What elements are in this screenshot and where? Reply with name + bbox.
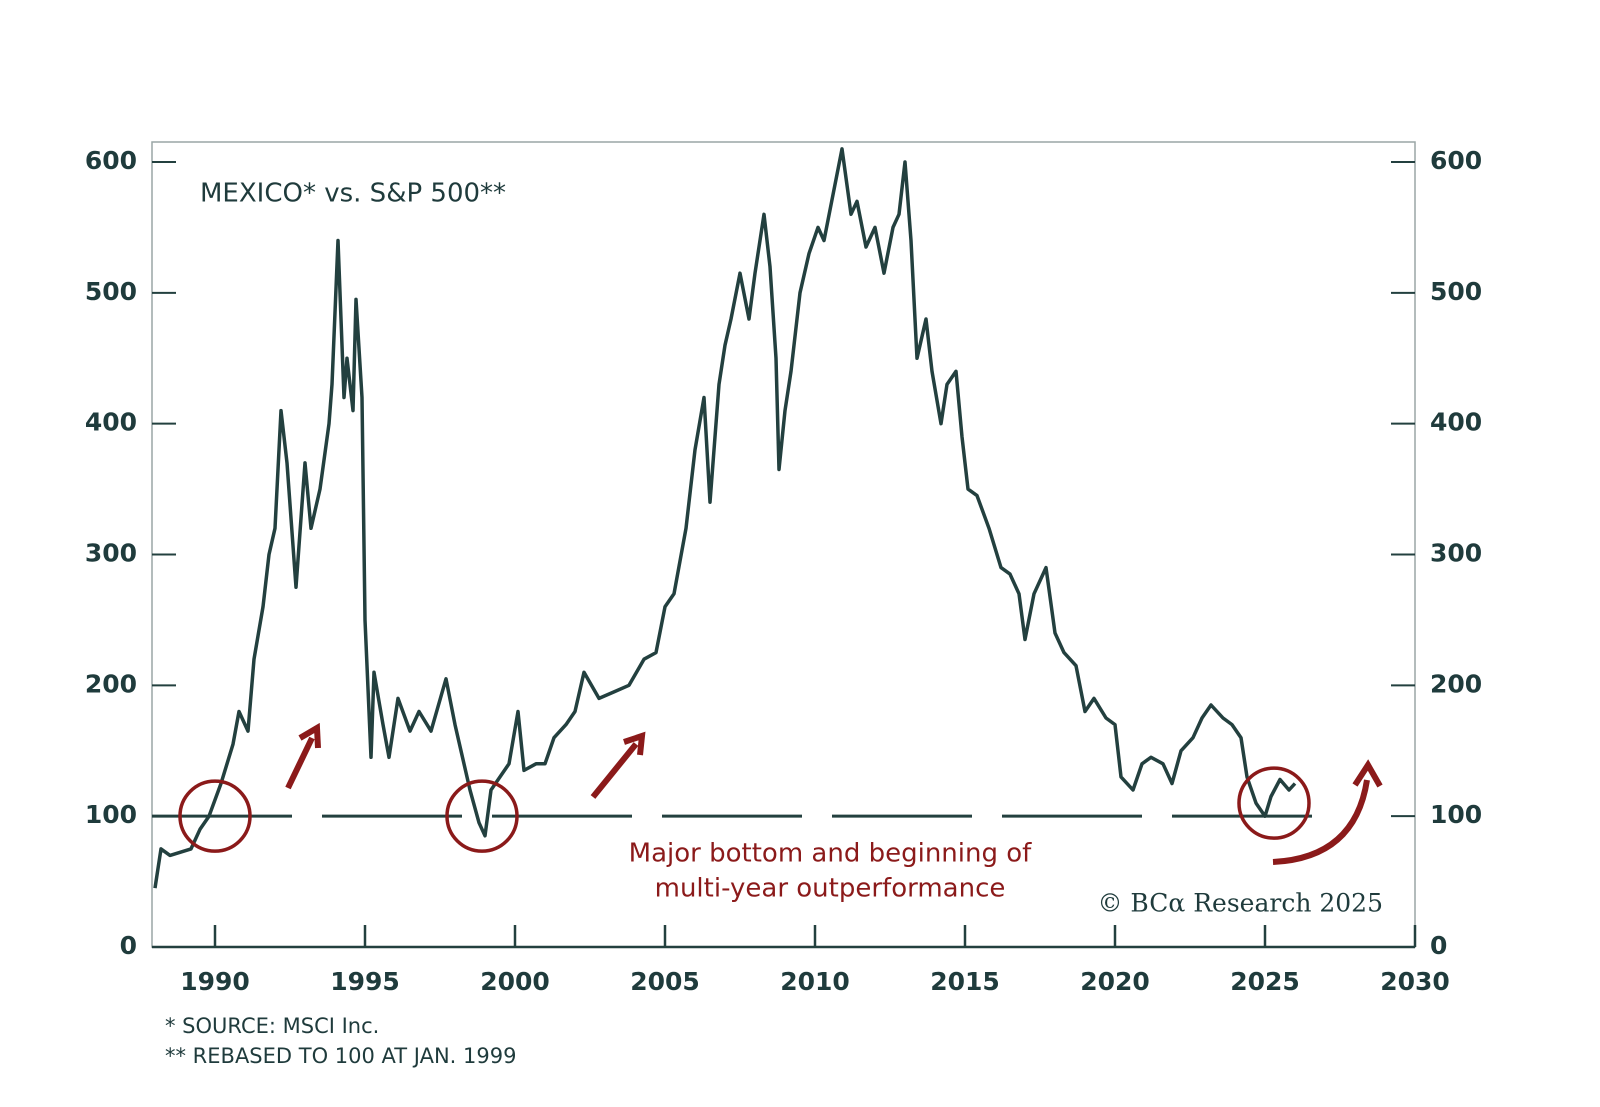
arrow [285,736,315,790]
y2-tick-label: 200 [1430,669,1482,698]
y2-tick-label: 400 [1430,408,1482,437]
highlight-circle [445,779,519,853]
x-tick-label: 2030 [1380,967,1450,996]
y-tick-label: 100 [85,800,137,829]
plot-frame [151,141,1416,948]
y-tick-label: 300 [85,539,137,568]
chart-title: MEXICO* vs. S&P 500** [200,179,506,209]
x-tick-label: 2000 [480,967,550,996]
arrow [590,742,639,799]
y2-tick-label: 300 [1430,539,1482,568]
x-tick-label: 2025 [1230,967,1300,996]
x-tick-label: 1995 [330,967,400,996]
footnote: * SOURCE: MSCI Inc. [165,1014,379,1038]
y2-tick-label: 600 [1430,146,1482,175]
annotation: Major bottom and beginning of [629,839,1032,869]
y-tick-label: 600 [85,146,137,175]
footnote: ** REBASED TO 100 AT JAN. 1999 [165,1044,516,1068]
x-tick-label: 2010 [780,967,850,996]
y-tick-label: 0 [120,931,137,960]
y-tick-label: 200 [85,669,137,698]
y2-tick-label: 500 [1430,277,1482,306]
annotation: multi-year outperformance [655,874,1006,904]
arrow-head [623,731,646,756]
series-line [153,147,1297,889]
arrow [1272,779,1370,865]
y-tick-label: 500 [85,277,137,306]
x-tick-label: 1990 [180,967,250,996]
y2-tick-label: 100 [1430,800,1482,829]
highlight-circle [178,779,252,853]
credit: © BCα Research 2025 [1097,889,1383,918]
highlight-circle [1237,766,1311,840]
arrow-head [1352,759,1383,788]
y-tick-label: 400 [85,408,137,437]
x-tick-label: 2005 [630,967,700,996]
arrows [285,722,1383,865]
y2-tick-label: 0 [1430,931,1447,960]
x-tick-label: 2020 [1080,967,1150,996]
x-tick-label: 2015 [930,967,1000,996]
arrow-head [298,722,321,749]
